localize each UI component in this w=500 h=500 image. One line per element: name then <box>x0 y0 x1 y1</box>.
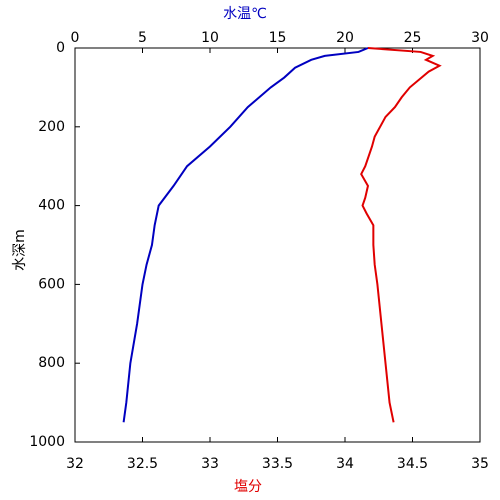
x2-tick-label: 25 <box>404 30 422 46</box>
x-tick-label: 33 <box>201 456 219 472</box>
profile-line <box>122 47 369 423</box>
x2-tick-label: 5 <box>138 30 147 46</box>
x2-tick-label: 20 <box>336 30 354 46</box>
x2-tick-label: 10 <box>201 30 219 46</box>
x2-tick-label: 30 <box>471 30 489 46</box>
profile-line <box>360 47 442 423</box>
y-axis-title: 水深m <box>12 229 28 271</box>
y-tick-label: 800 <box>38 355 65 371</box>
y-tick-label: 1000 <box>29 434 65 450</box>
x-tick-label: 34 <box>336 456 354 472</box>
y-tick-label: 0 <box>56 40 65 56</box>
y-tick-label: 200 <box>38 119 65 135</box>
top-axis-title: 水温℃ <box>223 6 267 22</box>
x-tick-label: 33.5 <box>262 456 293 472</box>
y-tick-label: 600 <box>38 276 65 292</box>
y-tick-label: 400 <box>38 198 65 214</box>
x2-tick-label: 0 <box>71 30 80 46</box>
x-tick-label: 32 <box>66 456 84 472</box>
bottom-axis-title: 塩分 <box>234 479 262 495</box>
x2-tick-label: 15 <box>269 30 287 46</box>
plot-frame <box>74 47 481 443</box>
x-tick-label: 34.5 <box>397 456 428 472</box>
x-tick-label: 35 <box>471 456 489 472</box>
x-tick-label: 32.5 <box>127 456 158 472</box>
